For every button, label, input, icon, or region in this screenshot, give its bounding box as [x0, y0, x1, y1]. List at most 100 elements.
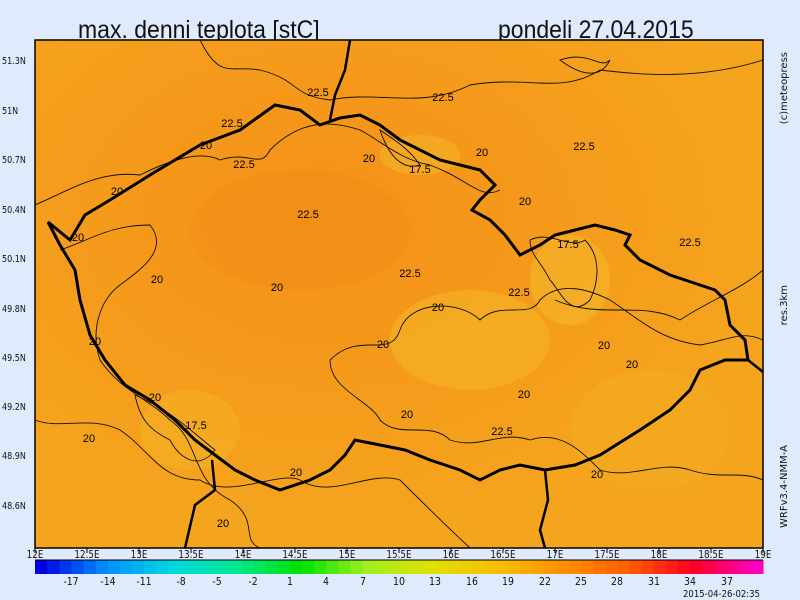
contour-label: 22.5	[432, 92, 453, 104]
colorbar-tick-label: -17	[63, 575, 80, 588]
contour-label: 20	[83, 433, 95, 445]
contour-label: 22.5	[491, 426, 512, 438]
contour-label: 22.5	[233, 159, 254, 171]
contour-label: 22.5	[221, 118, 242, 130]
colorbar-swatch	[726, 560, 740, 574]
colorbar-swatch	[411, 560, 424, 574]
colorbar-swatch	[459, 560, 473, 574]
contour-label: 17.5	[409, 164, 430, 176]
contour-label: 20	[89, 336, 101, 348]
germany-austria-border	[183, 459, 217, 549]
colorbar-swatch	[435, 560, 449, 574]
colorbar-tick-label: -11	[136, 575, 152, 588]
colorbar-tick-label: 4	[323, 575, 330, 588]
contour-labels: 22.5 22.5 22.5 20 22.5 20 17.5 20 22.5 20 20 22.5 20…	[72, 87, 701, 530]
contour-label: 20	[217, 518, 229, 530]
longitude-label: 14E	[234, 548, 252, 561]
colorbar-swatch	[568, 560, 582, 574]
colorbar-swatch	[241, 560, 254, 574]
colorbar-swatch	[605, 560, 618, 574]
latitude-label: 50.1N	[2, 254, 26, 265]
colorbar-swatch	[253, 560, 267, 574]
poland-slovakia-border	[747, 359, 764, 373]
contour-label: 20	[518, 389, 530, 401]
colorbar-tick-label: 16	[465, 575, 478, 588]
contour-label: 20	[151, 274, 163, 286]
contour-label: 20	[72, 232, 84, 244]
czech-border	[46, 103, 750, 492]
latitude-label: 49.8N	[2, 304, 26, 315]
colorbar-swatch	[665, 560, 679, 574]
contour-label: 17.5	[557, 239, 578, 251]
colorbar-swatch	[641, 560, 655, 574]
colorbar-swatch	[59, 560, 72, 574]
contour-label: 20	[519, 196, 531, 208]
colorbar-swatch	[617, 560, 631, 574]
colorbar-tick-label: -8	[175, 575, 186, 588]
colorbar-tick-label: 1	[286, 575, 293, 588]
longitude-label: 17E	[546, 548, 564, 561]
latitude-label: 50.4N	[2, 205, 26, 216]
run-timestamp: 2015-04-26-02:35	[683, 589, 760, 600]
contour-label: 20	[598, 340, 610, 352]
contour-label: 22.5	[679, 237, 700, 249]
latitude-label: 48.9N	[2, 451, 26, 462]
longitude-label: 18.5E	[698, 548, 724, 561]
longitude-label: 16.5E	[490, 548, 516, 561]
slovakia-austria-border	[538, 469, 550, 549]
colorbar-swatch	[132, 560, 145, 574]
latitude-label: 49.5N	[2, 353, 26, 364]
contour-label: 20	[591, 469, 603, 481]
colorbar-swatch	[653, 560, 667, 574]
colorbar-tick-label: 34	[684, 575, 697, 588]
longitude-label: 12.5E	[74, 548, 100, 561]
contour-label: 22.5	[297, 209, 318, 221]
colorbar-swatch	[180, 560, 194, 574]
longitude-label: 15.5E	[386, 548, 412, 561]
colorbar-swatch	[47, 560, 60, 574]
contour-label: 20	[271, 282, 283, 294]
colorbar-swatch	[738, 560, 752, 574]
longitude-label: 18E	[650, 548, 668, 561]
colorbar-tick-label: 7	[359, 575, 366, 588]
colorbar-swatch	[35, 560, 48, 574]
colorbar-swatch	[399, 560, 412, 574]
colorbar-swatch	[593, 560, 606, 574]
contour-label: 20	[290, 467, 302, 479]
colorbar-swatch	[374, 560, 388, 574]
colorbar-swatch	[168, 560, 182, 574]
colorbar-swatch	[71, 560, 85, 574]
latitude-label: 51N	[2, 106, 19, 117]
contour-label: 20	[111, 186, 123, 198]
longitude-label: 12E	[26, 548, 44, 561]
colorbar-swatch	[496, 560, 509, 574]
longitude-label: 16E	[442, 548, 460, 561]
colorbar-swatch	[338, 560, 351, 574]
credit-label: (c)meteopress	[779, 52, 790, 125]
colorbar-swatch	[265, 560, 279, 574]
colorbar-tick-label: 19	[502, 575, 515, 588]
colorbar-swatch	[289, 560, 303, 574]
contour-label: 20	[200, 140, 212, 152]
longitude-label: 13.5E	[178, 548, 204, 561]
latitude-label: 48.6N	[2, 501, 26, 512]
longitude-ticks	[34, 548, 764, 553]
colorbar-tick-label: -5	[212, 575, 222, 588]
colorbar-swatch	[350, 560, 364, 574]
colorbar-tick-label: -2	[248, 575, 259, 588]
longitude-label: 13E	[130, 548, 148, 561]
isotherms	[34, 39, 764, 549]
colorbar-swatch	[192, 560, 206, 574]
colorbar-swatch	[544, 560, 558, 574]
contour-label: 20	[363, 153, 375, 165]
colorbar-swatch	[532, 560, 546, 574]
colorbar-swatch	[95, 560, 109, 574]
colorbar-tick-label: 13	[429, 575, 442, 588]
colorbar-swatch	[581, 560, 594, 574]
contour-label: 17.5	[185, 420, 206, 432]
colorbar-swatch	[714, 560, 728, 574]
contour-label: 22.5	[307, 87, 328, 99]
colorbar-swatch	[423, 560, 436, 574]
colorbar-swatch	[277, 560, 291, 574]
